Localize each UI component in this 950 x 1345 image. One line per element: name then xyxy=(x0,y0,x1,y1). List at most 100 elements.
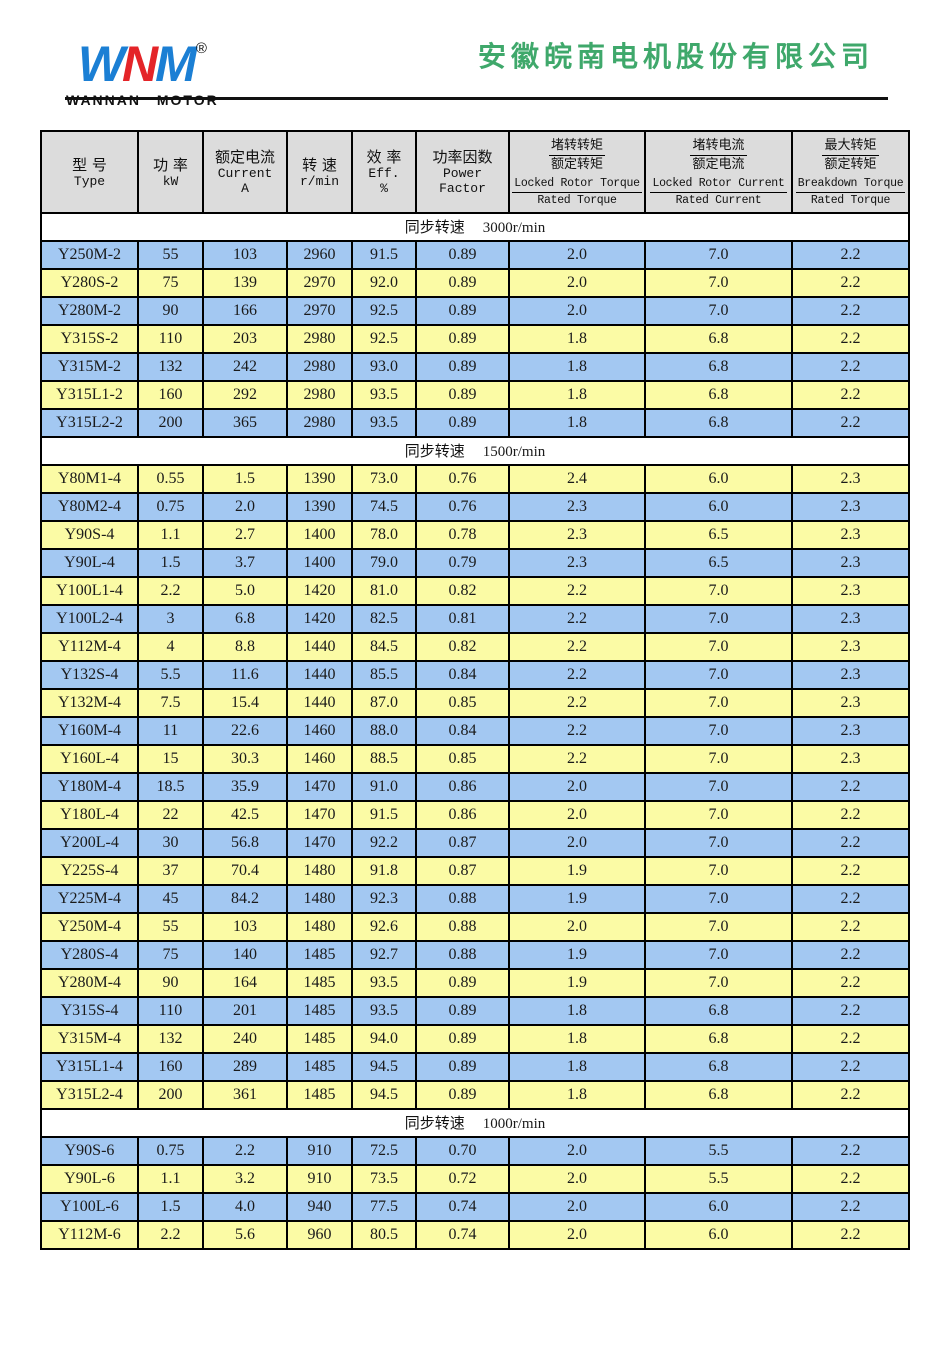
table-cell: 2.2 xyxy=(791,940,910,970)
logo-wnm: WNM ® xyxy=(66,24,219,89)
table-cell: 0.87 xyxy=(415,828,510,858)
table-cell: 6.8 xyxy=(644,1080,793,1110)
table-cell: 140 xyxy=(202,940,288,970)
table-row: Y315L1-2 160 292 2980 93.5 0.89 1.8 6.8 2.2 xyxy=(40,380,910,410)
table-cell: 160 xyxy=(137,380,204,410)
logo-letter-n: N xyxy=(122,36,158,92)
table-cell: 7.0 xyxy=(644,688,793,718)
table-row: Y160L-4 15 30.3 1460 88.5 0.85 2.2 7.0 2.3 xyxy=(40,744,910,774)
table-cell: 87.0 xyxy=(351,688,417,718)
table-cell: 5.5 xyxy=(137,660,204,690)
table-cell: Y315L1-2 xyxy=(40,380,139,410)
table-cell: 1460 xyxy=(286,716,353,746)
table-cell: 1440 xyxy=(286,660,353,690)
table-cell: 1420 xyxy=(286,604,353,634)
table-cell: 6.0 xyxy=(644,1192,793,1222)
table-row: Y180M-4 18.5 35.9 1470 91.0 0.86 2.0 7.0 2.2 xyxy=(40,772,910,802)
table-cell: 1.8 xyxy=(508,1080,646,1110)
table-cell: 2.3 xyxy=(508,548,646,578)
table-cell: 132 xyxy=(137,352,204,382)
table-cell: 0.84 xyxy=(415,660,510,690)
table-cell: 2.0 xyxy=(508,828,646,858)
table-cell: Y250M-2 xyxy=(40,240,139,270)
table-cell: 2980 xyxy=(286,324,353,354)
table-cell: 2.3 xyxy=(791,660,910,690)
table-cell: 2970 xyxy=(286,296,353,326)
table-cell: 7.0 xyxy=(644,660,793,690)
table-cell: 94.0 xyxy=(351,1024,417,1054)
table-cell: 7.0 xyxy=(644,912,793,942)
table-cell: 2.0 xyxy=(508,912,646,942)
table-cell: 2.3 xyxy=(791,520,910,550)
table-cell: 78.0 xyxy=(351,520,417,550)
table-row: Y315S-4 110 201 1485 93.5 0.89 1.8 6.8 2.2 xyxy=(40,996,910,1026)
table-row: Y315S-2 110 203 2980 92.5 0.89 1.8 6.8 2.2 xyxy=(40,324,910,354)
table-cell: 88.5 xyxy=(351,744,417,774)
table-cell: Y160L-4 xyxy=(40,744,139,774)
table-cell: 91.5 xyxy=(351,240,417,270)
table-cell: 2.2 xyxy=(791,352,910,382)
table-cell: 1485 xyxy=(286,1024,353,1054)
section-header-cell: 同步转速 3000r/min xyxy=(40,212,910,242)
table-cell: 0.74 xyxy=(415,1192,510,1222)
table-cell: 1460 xyxy=(286,744,353,774)
table-cell: 2.0 xyxy=(202,492,288,522)
table-cell: 55 xyxy=(137,912,204,942)
table-cell: 6.8 xyxy=(644,324,793,354)
table-cell: 166 xyxy=(202,296,288,326)
table-row: Y160M-4 11 22.6 1460 88.0 0.84 2.2 7.0 2.3 xyxy=(40,716,910,746)
table-cell: 0.89 xyxy=(415,996,510,1026)
table-cell: 164 xyxy=(202,968,288,998)
table-cell: Y200L-4 xyxy=(40,828,139,858)
table-cell: Y100L1-4 xyxy=(40,576,139,606)
section-header-cell: 同步转速 1000r/min xyxy=(40,1108,910,1138)
table-cell: 2.2 xyxy=(508,576,646,606)
table-cell: 0.84 xyxy=(415,716,510,746)
table-cell: 1.5 xyxy=(137,548,204,578)
table-cell: 1485 xyxy=(286,968,353,998)
table-cell: 5.6 xyxy=(202,1220,288,1250)
table-cell: 6.8 xyxy=(644,1052,793,1082)
table-cell: 0.86 xyxy=(415,772,510,802)
table-cell: 4 xyxy=(137,632,204,662)
table-cell: 2.3 xyxy=(791,464,910,494)
table-cell: 2.2 xyxy=(791,408,910,438)
table-cell: Y225S-4 xyxy=(40,856,139,886)
table-cell: 2.0 xyxy=(508,1220,646,1250)
col-header-breakdown-torque: 最大转矩 额定转矩 Breakdown Torque Rated Torque xyxy=(791,130,910,214)
table-cell: 0.89 xyxy=(415,380,510,410)
table-cell: 2970 xyxy=(286,268,353,298)
table-cell: 0.89 xyxy=(415,408,510,438)
table-cell: 3.2 xyxy=(202,1164,288,1194)
table-cell: 0.88 xyxy=(415,884,510,914)
table-cell: 7.0 xyxy=(644,268,793,298)
table-cell: 2.2 xyxy=(791,1164,910,1194)
table-cell: 292 xyxy=(202,380,288,410)
table-cell: 940 xyxy=(286,1192,353,1222)
table-cell: 1485 xyxy=(286,996,353,1026)
table-cell: 1485 xyxy=(286,1080,353,1110)
table-cell: 6.8 xyxy=(202,604,288,634)
table-cell: 2.2 xyxy=(791,380,910,410)
table-cell: 84.5 xyxy=(351,632,417,662)
table-cell: 0.89 xyxy=(415,1052,510,1082)
table-cell: 0.89 xyxy=(415,1024,510,1054)
table-cell: 2.2 xyxy=(791,1220,910,1250)
table-cell: 1485 xyxy=(286,940,353,970)
table-cell: 0.72 xyxy=(415,1164,510,1194)
table-cell: 6.8 xyxy=(644,380,793,410)
table-cell: 85.5 xyxy=(351,660,417,690)
table-cell: 88.0 xyxy=(351,716,417,746)
table-cell: 242 xyxy=(202,352,288,382)
table-cell: 2.3 xyxy=(791,744,910,774)
table-cell: 2.3 xyxy=(791,716,910,746)
table-cell: 92.7 xyxy=(351,940,417,970)
table-cell: 7.5 xyxy=(137,688,204,718)
col-header-power: 功 率 kW xyxy=(137,130,204,214)
table-cell: Y90S-4 xyxy=(40,520,139,550)
table-cell: 7.0 xyxy=(644,716,793,746)
table-cell: 0.75 xyxy=(137,492,204,522)
table-row: Y315M-4 132 240 1485 94.0 0.89 1.8 6.8 2.2 xyxy=(40,1024,910,1054)
table-cell: Y280S-2 xyxy=(40,268,139,298)
